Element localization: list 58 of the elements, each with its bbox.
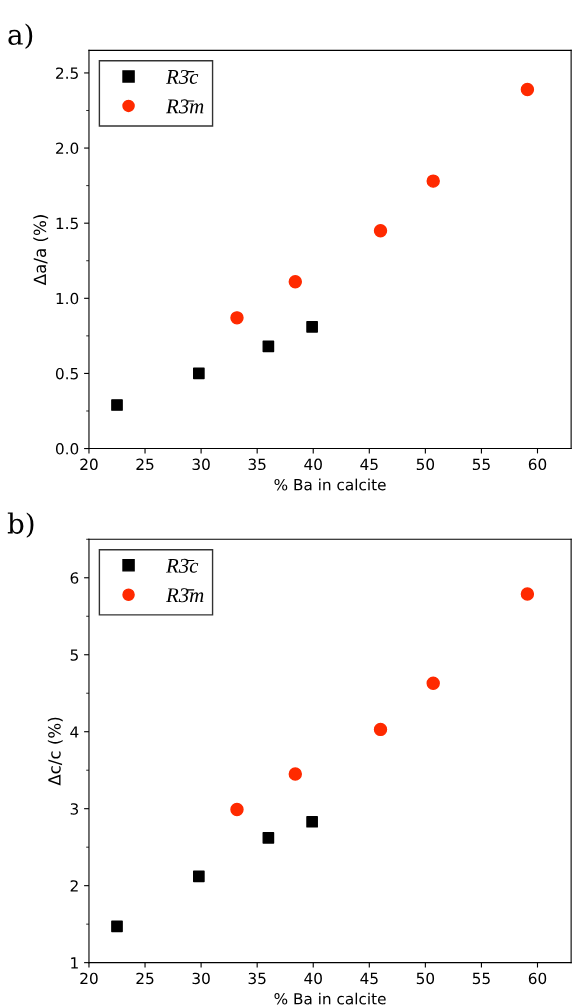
x-tick-label: 45 xyxy=(360,972,378,985)
x-tick-label: 60 xyxy=(528,458,547,471)
point xyxy=(230,802,244,817)
point xyxy=(111,399,123,411)
x-tick-label: 25 xyxy=(136,972,154,985)
y-tick-label: 0.0 xyxy=(55,443,79,455)
chart-title: a) xyxy=(8,23,33,49)
x-tick-label: 45 xyxy=(360,458,378,471)
y-tick-label: 4 xyxy=(70,726,79,738)
y-tick-label: 2.5 xyxy=(56,67,78,79)
x-tick-label: 60 xyxy=(528,972,547,985)
point xyxy=(306,321,318,333)
x-tick-label: 55 xyxy=(472,972,490,985)
y-tick-label: 3 xyxy=(70,803,79,815)
point xyxy=(373,722,388,737)
x-tick-label: 30 xyxy=(192,458,210,471)
x-tick-label: 35 xyxy=(248,972,266,985)
y-tick-label: 5 xyxy=(70,649,78,661)
x-tick-label: 55 xyxy=(472,458,490,471)
y-tick-label: 2.0 xyxy=(56,142,79,155)
point xyxy=(111,920,123,933)
point xyxy=(262,832,275,844)
legend-label: R3̄c xyxy=(165,558,199,573)
point xyxy=(426,174,440,188)
point xyxy=(288,275,302,289)
x-tick-label: 20 xyxy=(80,458,98,471)
legend-label: R3̄m xyxy=(165,99,204,114)
x-tick-label: 40 xyxy=(304,458,322,471)
x-tick-label: 50 xyxy=(416,972,435,985)
x-tick-label: 50 xyxy=(416,458,435,471)
x-tick-label: 20 xyxy=(80,972,98,985)
point xyxy=(520,82,535,97)
point xyxy=(193,367,205,380)
y-axis-title: Δa/a (%) xyxy=(33,215,49,286)
x-tick-label: 25 xyxy=(136,458,154,471)
point xyxy=(193,870,205,883)
x-axis-title: % Ba in calcite xyxy=(274,992,386,1005)
legend-label: R3̄c xyxy=(165,69,199,84)
point xyxy=(373,223,388,238)
point xyxy=(520,587,535,601)
legend-label: R3̄m xyxy=(165,588,204,603)
point xyxy=(262,340,275,353)
x-tick-label: 30 xyxy=(192,972,210,985)
x-axis-title: % Ba in calcite xyxy=(274,478,386,491)
point xyxy=(288,767,302,781)
y-tick-label: 1.0 xyxy=(56,292,79,305)
y-tick-label: 6 xyxy=(70,572,79,584)
point xyxy=(306,815,318,828)
y-tick-label: 1 xyxy=(71,957,78,969)
point xyxy=(426,676,440,690)
y-tick-label: 0.5 xyxy=(55,367,78,380)
x-tick-label: 40 xyxy=(304,972,322,985)
y-tick-label: 2 xyxy=(70,880,78,892)
y-axis-title: Δc/c (%) xyxy=(47,717,63,786)
chart-title: b) xyxy=(7,512,34,538)
point xyxy=(230,311,244,325)
x-tick-label: 35 xyxy=(248,458,266,471)
y-tick-label: 1.5 xyxy=(56,217,78,230)
